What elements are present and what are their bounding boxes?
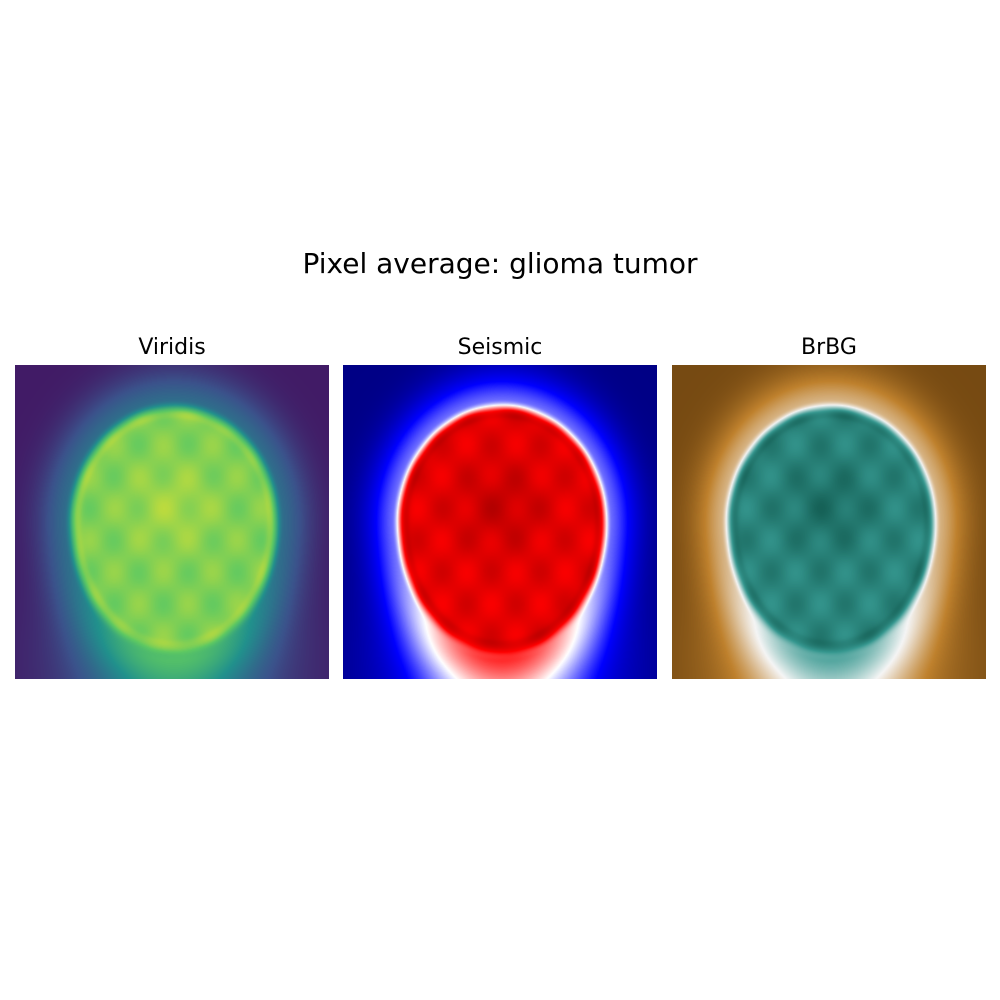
panel-title-brbg: BrBG [801,335,857,360]
figure-title: Pixel average: glioma tumor [302,247,698,280]
panel-title-seismic: Seismic [457,335,543,360]
heatmap-viridis [15,365,329,679]
heatmap-seismic [343,365,657,679]
panel-title-viridis: Viridis [138,335,206,360]
heatmap-brbg [672,365,986,679]
